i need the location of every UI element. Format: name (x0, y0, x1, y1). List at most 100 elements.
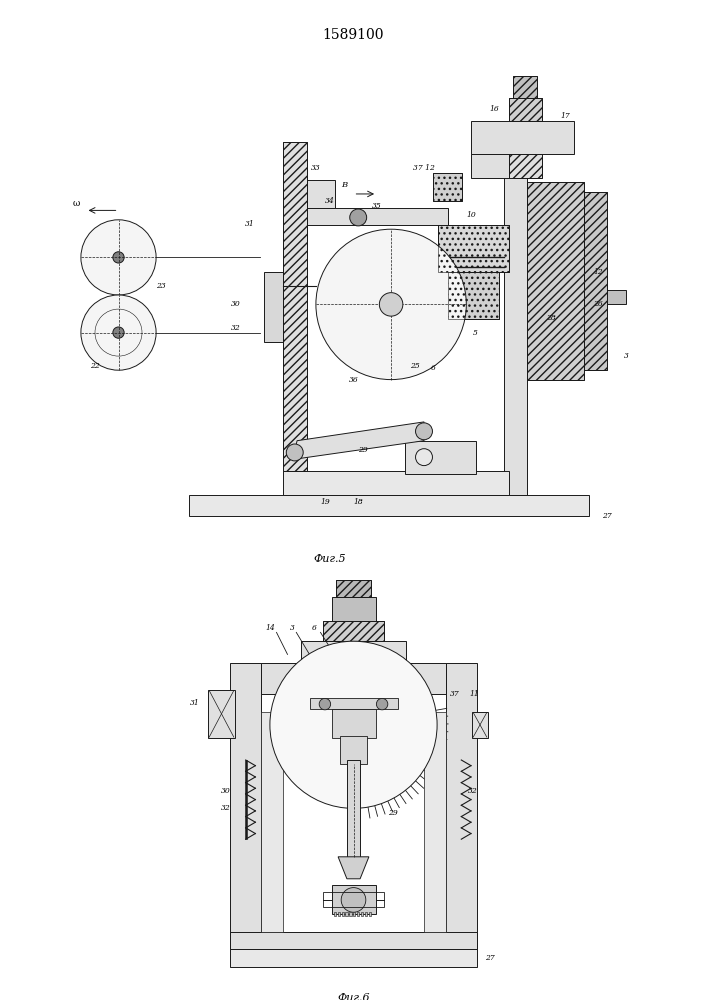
Circle shape (416, 423, 433, 440)
Bar (513, 76, 537, 98)
Polygon shape (338, 857, 369, 879)
Text: 36: 36 (349, 376, 358, 384)
Bar (209, 690, 235, 738)
Bar (508, 154, 542, 178)
Bar (354, 912, 356, 916)
Bar (472, 712, 488, 738)
Bar (322, 621, 385, 641)
Text: Фиг.5: Фиг.5 (314, 554, 346, 564)
Bar (322, 621, 385, 641)
Text: 29: 29 (388, 809, 398, 817)
Text: 5: 5 (473, 329, 478, 337)
Bar (310, 698, 397, 709)
Bar (283, 471, 508, 495)
Bar (438, 225, 508, 271)
Circle shape (416, 449, 433, 466)
Text: 30: 30 (231, 300, 241, 308)
Bar (433, 173, 462, 201)
Text: 26: 26 (593, 300, 603, 308)
Text: 29: 29 (358, 446, 368, 454)
Bar (261, 663, 446, 694)
Bar (513, 76, 537, 98)
Text: 6: 6 (312, 624, 316, 632)
Bar (189, 495, 588, 516)
Text: 28: 28 (546, 314, 556, 322)
Text: 22: 22 (90, 361, 100, 369)
Bar (336, 580, 371, 597)
Bar (471, 121, 574, 154)
Text: 23: 23 (156, 282, 165, 290)
Bar (347, 760, 360, 857)
Text: 14: 14 (265, 624, 275, 632)
Text: 34: 34 (325, 197, 335, 205)
Bar (300, 641, 407, 663)
Bar (245, 760, 247, 839)
Text: 32: 32 (231, 324, 241, 332)
Bar (584, 192, 607, 370)
Bar (584, 192, 607, 370)
Bar (346, 912, 348, 916)
Bar (508, 98, 542, 121)
Bar (349, 912, 351, 916)
Text: 31: 31 (190, 699, 200, 707)
Circle shape (286, 444, 303, 461)
Circle shape (376, 698, 388, 710)
Text: 1589100: 1589100 (323, 28, 384, 42)
Circle shape (316, 229, 467, 380)
Bar (504, 142, 527, 495)
Bar (405, 441, 476, 474)
Polygon shape (293, 422, 424, 460)
Bar (332, 709, 375, 738)
Text: 32: 32 (221, 804, 230, 812)
Bar (338, 912, 340, 916)
Bar (340, 736, 367, 764)
Text: 37: 37 (450, 690, 460, 698)
Bar (448, 271, 499, 318)
Circle shape (113, 252, 124, 263)
Text: 12: 12 (593, 267, 603, 275)
Bar (230, 663, 261, 949)
Text: 35: 35 (372, 202, 382, 210)
Text: 27: 27 (485, 954, 495, 962)
Bar (332, 597, 375, 621)
Bar (471, 154, 508, 178)
Text: 6: 6 (431, 364, 436, 372)
Text: 10: 10 (466, 211, 476, 219)
Bar (230, 932, 477, 949)
Circle shape (380, 293, 403, 316)
Bar (508, 154, 542, 178)
Bar (261, 712, 283, 932)
Text: 27: 27 (602, 512, 612, 520)
Text: 17: 17 (560, 112, 570, 120)
Text: 3: 3 (624, 352, 629, 360)
Bar (357, 912, 359, 916)
Bar (433, 173, 462, 201)
Bar (322, 892, 385, 907)
Bar (230, 949, 477, 967)
Text: 32: 32 (467, 787, 477, 795)
Bar (448, 271, 499, 318)
Bar (334, 912, 336, 916)
Text: 25: 25 (410, 361, 419, 369)
Bar (527, 182, 584, 380)
Bar (341, 912, 344, 916)
Bar (361, 912, 363, 916)
Circle shape (113, 327, 124, 338)
Text: 18: 18 (354, 498, 363, 506)
Text: B: B (341, 181, 347, 189)
Bar (336, 580, 371, 597)
Bar (307, 180, 334, 208)
Text: 30: 30 (221, 787, 230, 795)
Circle shape (81, 295, 156, 370)
Bar (508, 98, 542, 121)
Bar (607, 290, 626, 304)
Bar (283, 142, 307, 471)
Text: 33: 33 (311, 164, 321, 172)
Text: 19: 19 (320, 498, 330, 506)
Circle shape (81, 220, 156, 295)
Text: 31: 31 (245, 221, 255, 229)
Bar (446, 663, 477, 949)
Bar (365, 912, 367, 916)
Text: ω: ω (73, 199, 80, 208)
Bar (527, 182, 584, 380)
